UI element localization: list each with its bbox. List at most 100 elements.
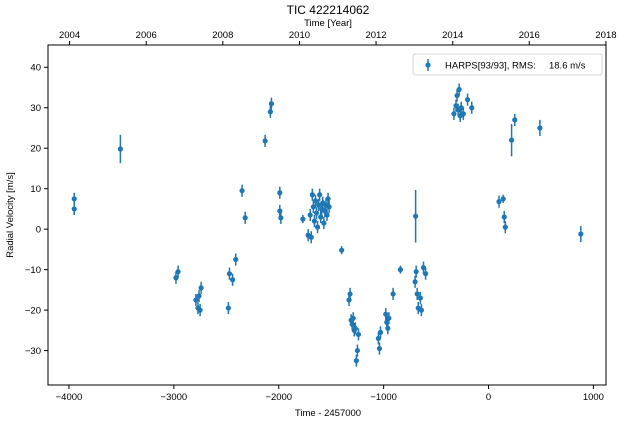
data-point: [262, 138, 268, 144]
data-point: [385, 325, 391, 331]
data-point: [390, 291, 396, 297]
data-point: [193, 297, 199, 303]
axis-ticks: −4000 −3000 −2000 −1000 0 1000 −30 −20 −10 0 10 20 3…: [25, 30, 617, 403]
legend-box: [412, 53, 603, 76]
data-point: [198, 285, 204, 291]
data-point: [278, 215, 284, 221]
x-axis-label: Time - 2457000: [295, 408, 361, 419]
data-point: [512, 117, 518, 123]
data-point: [509, 137, 515, 143]
data-point: [458, 105, 464, 111]
data-point: [496, 199, 502, 205]
data-point: [313, 210, 320, 216]
data-point: [326, 204, 332, 210]
data-point: [469, 105, 475, 111]
data-point: [354, 347, 361, 354]
data-point: [500, 196, 506, 202]
data-point: [316, 202, 322, 208]
x-tick-label: −2000: [265, 392, 292, 403]
x-tick-label: −1000: [370, 392, 397, 403]
data-point: [417, 295, 423, 301]
legend-marker: [425, 62, 431, 68]
data-point: [197, 307, 203, 313]
data-point: [376, 345, 383, 352]
top-x-tick-label: 2006: [136, 30, 157, 41]
data-point: [226, 271, 233, 277]
y-tick-label: 20: [30, 144, 41, 155]
data-point: [501, 214, 507, 220]
y-tick-label: 10: [30, 184, 41, 195]
data-point: [325, 196, 331, 202]
data-point: [324, 212, 330, 218]
data-point: [173, 275, 179, 281]
chart-title: TIC 422214062: [287, 3, 370, 17]
data-point: [456, 86, 462, 93]
data-point: [537, 125, 543, 131]
data-point: [317, 192, 323, 198]
y-tick-label: −20: [25, 306, 41, 317]
data-point: [464, 97, 471, 103]
data-point: [196, 293, 202, 299]
x-tick-label: −3000: [161, 392, 188, 403]
data-point: [412, 279, 418, 285]
data-point: [311, 218, 318, 224]
data-point: [502, 224, 508, 230]
y-tick-label: 0: [36, 225, 41, 236]
data-point: [307, 212, 313, 218]
y-tick-label: −10: [25, 265, 41, 276]
legend: HARPS[93/93], RMS: 18.6 m/s: [412, 53, 603, 76]
data-point: [422, 271, 429, 277]
top-x-tick-label: 2014: [442, 30, 463, 41]
top-x-tick-label: 2018: [595, 30, 616, 41]
data-point: [375, 335, 381, 342]
data-point: [175, 269, 181, 275]
top-x-tick-label: 2010: [289, 30, 310, 41]
data-point: [355, 331, 362, 338]
data-point: [418, 307, 424, 313]
y-axis-label: Radial Velocity [m/s]: [5, 172, 16, 258]
data-point: [310, 204, 316, 210]
data-point: [451, 111, 457, 117]
data-point: [277, 208, 283, 214]
top-x-tick-label: 2016: [519, 30, 540, 41]
data-point: [383, 311, 389, 317]
data-point: [230, 277, 236, 283]
data-point: [352, 325, 358, 331]
data-point: [420, 265, 427, 271]
data-point: [267, 109, 273, 115]
data-point: [453, 103, 459, 109]
data-point: [454, 92, 460, 99]
data-point: [346, 297, 352, 303]
data-point: [239, 188, 245, 194]
data-point: [277, 190, 283, 196]
data-point: [460, 111, 466, 117]
data-point: [312, 198, 319, 204]
data-point: [242, 215, 248, 221]
data-point: [314, 224, 321, 230]
top-x-tick-label: 2004: [59, 30, 80, 41]
x-tick-label: −4000: [56, 392, 83, 403]
top-x-tick-label: 2012: [365, 30, 386, 41]
data-point: [309, 192, 315, 198]
data-points: [71, 63, 584, 367]
x-tick-label: 0: [486, 392, 491, 403]
data-point: [268, 101, 275, 107]
top-x-tick-label: 2008: [212, 30, 233, 41]
y-tick-label: −30: [25, 346, 41, 357]
data-point: [386, 315, 392, 321]
data-point: [321, 220, 327, 226]
data-point: [71, 206, 77, 212]
data-point: [233, 256, 239, 263]
data-point: [578, 231, 584, 237]
data-point: [318, 214, 324, 220]
data-point: [414, 291, 420, 297]
data-point: [339, 247, 345, 253]
y-tick-label: 30: [30, 103, 41, 114]
data-point: [413, 213, 419, 219]
data-point: [350, 315, 356, 321]
data-point: [353, 358, 359, 364]
data-point: [397, 267, 404, 273]
data-point: [413, 269, 419, 275]
data-point: [225, 305, 232, 311]
data-point: [71, 196, 77, 202]
